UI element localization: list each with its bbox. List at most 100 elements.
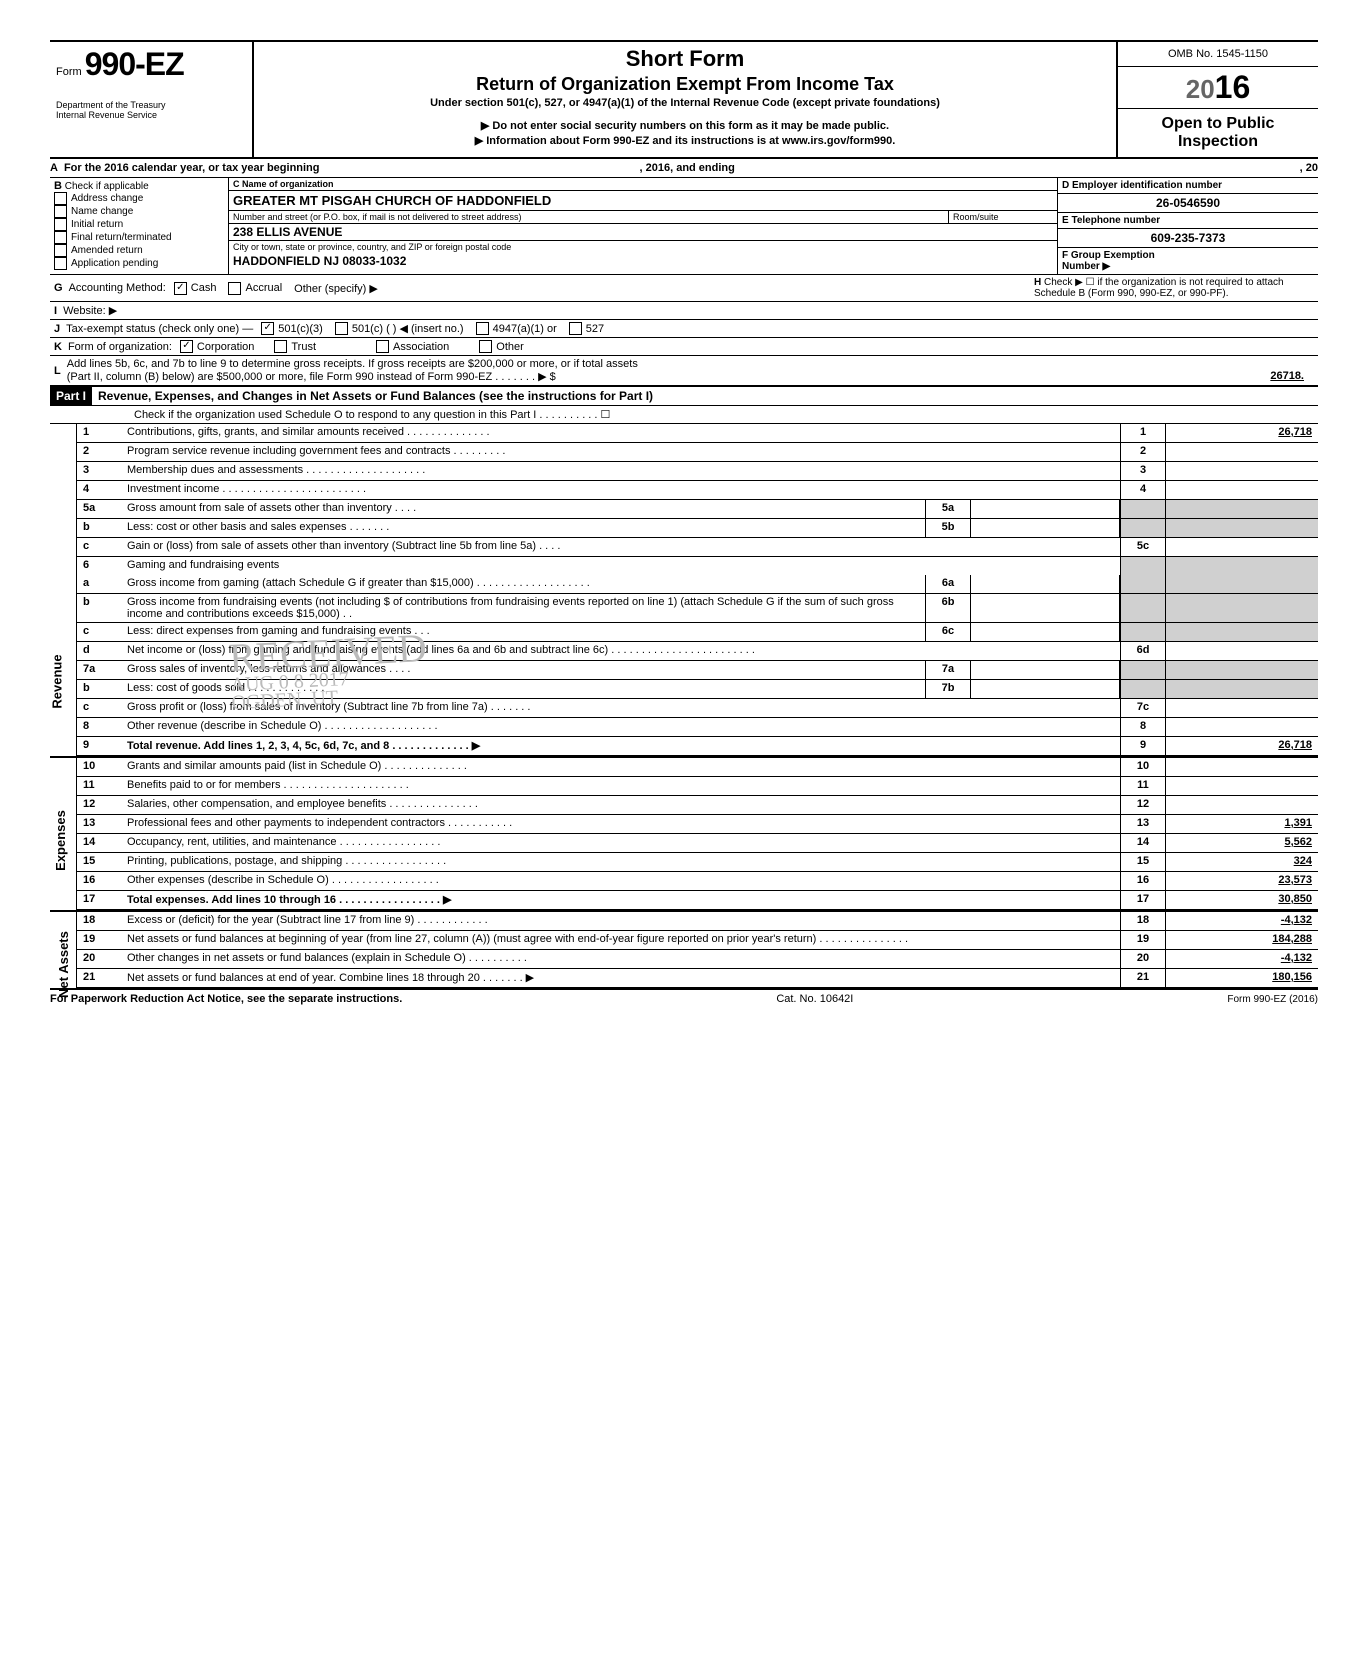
row-num: 2: [77, 443, 125, 461]
revenue-rows: 1 Contributions, gifts, grants, and simi…: [77, 424, 1318, 756]
checkbox-icon[interactable]: [54, 192, 67, 205]
open-public: Open to Public Inspection: [1118, 109, 1318, 157]
line-I: I Website: ▶: [50, 302, 1318, 320]
col-C: C Name of organization GREATER MT PISGAH…: [229, 178, 1058, 274]
row-num: 1: [77, 424, 125, 442]
arrow-line-1: ▶ Do not enter social security numbers o…: [264, 119, 1106, 132]
row-desc: Occupancy, rent, utilities, and maintena…: [125, 834, 1120, 852]
table-row: 10 Grants and similar amounts paid (list…: [77, 758, 1318, 777]
checkbox-assoc[interactable]: [376, 340, 389, 353]
row-num: 14: [77, 834, 125, 852]
checkbox-icon[interactable]: [54, 257, 67, 270]
row-mn: 7b: [925, 680, 971, 698]
row-rn: 14: [1120, 834, 1166, 852]
row-num: 13: [77, 815, 125, 833]
checkbox-icon[interactable]: [54, 231, 67, 244]
row-rv-shaded: [1166, 500, 1318, 518]
checkbox-icon[interactable]: [54, 218, 67, 231]
rowA-text2: , 2016, and ending: [640, 162, 735, 174]
rowA-text1: For the 2016 calendar year, or tax year …: [64, 162, 320, 174]
chk-initial: Initial return: [71, 219, 123, 230]
c-head: C Name of organization: [229, 178, 1057, 191]
row-mn: 6a: [925, 575, 971, 593]
table-row: 13 Professional fees and other payments …: [77, 815, 1318, 834]
row-mn: 7a: [925, 661, 971, 679]
line-H: H Check ▶ ☐ if the organization is not r…: [1034, 277, 1314, 299]
table-row: b Less: cost or other basis and sales ex…: [77, 519, 1318, 538]
row-rn: 10: [1120, 758, 1166, 776]
table-row: 17 Total expenses. Add lines 10 through …: [77, 891, 1318, 910]
table-row: c Gross profit or (loss) from sales of i…: [77, 699, 1318, 718]
table-row: b Less: cost of goods sold . . . . . . .…: [77, 680, 1318, 699]
checkbox-cash[interactable]: ✓: [174, 282, 187, 295]
row-desc: Other expenses (describe in Schedule O) …: [125, 872, 1120, 890]
g-cash: Cash: [191, 282, 217, 294]
row-val: 30,850: [1166, 891, 1318, 909]
row-rv-shaded: [1166, 661, 1318, 679]
row-rn: 13: [1120, 815, 1166, 833]
row-rn: 15: [1120, 853, 1166, 871]
row-num: 7a: [77, 661, 125, 679]
netassets-label: Net Assets: [56, 931, 71, 998]
checkbox-icon[interactable]: [54, 205, 67, 218]
row-num: 20: [77, 950, 125, 968]
row-desc: Net assets or fund balances at beginning…: [125, 931, 1120, 949]
chk-amended: Amended return: [71, 245, 143, 256]
row-rn-shaded: [1120, 661, 1166, 679]
row-num: 6: [77, 557, 125, 575]
row-desc: Gross amount from sale of assets other t…: [125, 500, 925, 518]
row-val: [1166, 538, 1318, 556]
row-val: 184,288: [1166, 931, 1318, 949]
row-mn: 5b: [925, 519, 971, 537]
checkbox-other[interactable]: [479, 340, 492, 353]
form-header: Form 990-EZ Department of the Treasury I…: [50, 40, 1318, 159]
row-mv: [971, 500, 1120, 518]
row-num: b: [77, 594, 125, 622]
checkbox-501c3[interactable]: ✓: [261, 322, 274, 335]
checkbox-icon[interactable]: [54, 244, 67, 257]
checkbox-accrual[interactable]: [228, 282, 241, 295]
line-GH: G Accounting Method: ✓Cash Accrual Other…: [50, 275, 1318, 302]
row-rn: 17: [1120, 891, 1166, 909]
expenses-label: Expenses: [53, 810, 68, 871]
rowA-text3: , 20: [1300, 162, 1318, 174]
checkbox-corp[interactable]: ✓: [180, 340, 193, 353]
col-B: B Check if applicable Address change Nam…: [50, 178, 229, 274]
line-I-text: Website: ▶: [63, 304, 117, 317]
table-row: 14 Occupancy, rent, utilities, and maint…: [77, 834, 1318, 853]
row-desc: Printing, publications, postage, and shi…: [125, 853, 1120, 871]
line-K: K Form of organization: ✓Corporation Tru…: [50, 338, 1318, 356]
room-label: Room/suite: [948, 211, 1057, 223]
phone: 609-235-7373: [1058, 229, 1318, 248]
row-num: 15: [77, 853, 125, 871]
row-desc: Less: cost of goods sold . . . . . . . .…: [125, 680, 925, 698]
checkbox-527[interactable]: [569, 322, 582, 335]
row-rv-shaded: [1166, 594, 1318, 622]
row-val: 324: [1166, 853, 1318, 871]
row-val: 1,391: [1166, 815, 1318, 833]
row-desc: Investment income . . . . . . . . . . . …: [125, 481, 1120, 499]
row-num: 4: [77, 481, 125, 499]
row-rn: 18: [1120, 912, 1166, 930]
checkbox-4947[interactable]: [476, 322, 489, 335]
row-num: 10: [77, 758, 125, 776]
row-rn: 6d: [1120, 642, 1166, 660]
checkbox-501c[interactable]: [335, 322, 348, 335]
row-desc: Net assets or fund balances at end of ye…: [125, 969, 1120, 987]
row-num: 16: [77, 872, 125, 890]
table-row: 2 Program service revenue including gove…: [77, 443, 1318, 462]
line-L-amount: 26718.: [1270, 370, 1314, 383]
row-rv-shaded: [1166, 519, 1318, 537]
row-desc: Benefits paid to or for members . . . . …: [125, 777, 1120, 795]
label-B-text: Check if applicable: [65, 181, 149, 192]
row-desc: Gain or (loss) from sale of assets other…: [125, 538, 1120, 556]
chk-pending: Application pending: [71, 258, 158, 269]
form-title-block: Short Form Return of Organization Exempt…: [254, 42, 1118, 157]
label-B: B: [54, 180, 62, 192]
row-rn-shaded: [1120, 500, 1166, 518]
checkbox-trust[interactable]: [274, 340, 287, 353]
row-rn: 3: [1120, 462, 1166, 480]
j-501c: 501(c) ( ) ◀ (insert no.): [352, 322, 464, 335]
label-G: G: [54, 282, 63, 294]
row-num: 9: [77, 737, 125, 755]
